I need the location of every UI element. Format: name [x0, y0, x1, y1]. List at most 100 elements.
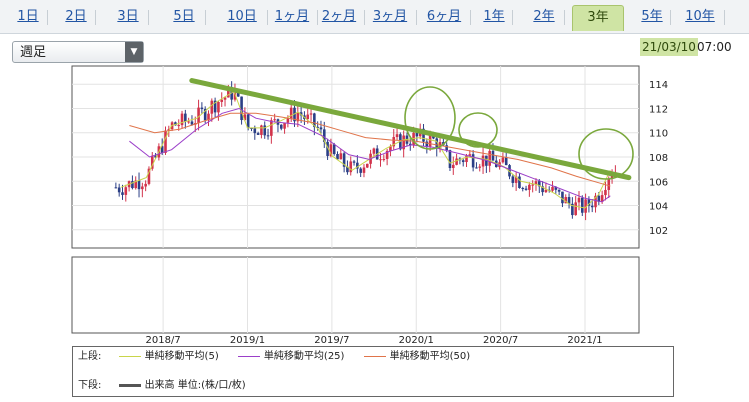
candle-body — [537, 181, 541, 187]
ma5-line — [120, 90, 611, 209]
candle-body — [544, 189, 548, 193]
candle-body — [279, 124, 283, 129]
candle-body — [349, 161, 353, 173]
candle-body — [600, 195, 604, 202]
candle-body — [256, 133, 260, 135]
tab-8[interactable]: 3ヶ月 — [363, 5, 417, 30]
candle-body — [306, 114, 310, 120]
volume-plot-frame — [71, 256, 640, 334]
tab-3[interactable]: 3日 — [107, 5, 149, 30]
legend-ma50-label: 単純移動平均(50) — [389, 351, 471, 362]
tab-2[interactable]: 2日 — [56, 5, 96, 30]
x-tick-label: 2018/7 — [146, 335, 181, 346]
tab-13[interactable]: 5年 — [633, 5, 671, 30]
legend-upper-label: 上段: — [78, 351, 102, 362]
candle-body — [389, 146, 392, 151]
candle-body — [610, 175, 614, 179]
tab-14[interactable]: 10年 — [675, 5, 725, 30]
tab-11[interactable]: 2年 — [523, 5, 565, 30]
candle-body — [528, 184, 531, 190]
candle-body — [372, 148, 376, 154]
tab-10[interactable]: 1年 — [475, 5, 513, 30]
candle-body — [590, 205, 594, 208]
legend-upper-row: 上段: 単純移動平均(5) 単純移動平均(25) 単純移動平均(50) — [78, 350, 470, 364]
candle-body — [243, 114, 247, 121]
candle-body — [250, 127, 253, 129]
candle-body — [246, 114, 250, 128]
candle-body — [160, 146, 164, 153]
y-tick-label: 108 — [649, 153, 668, 164]
candle-body — [227, 87, 230, 98]
candle-body — [567, 197, 571, 204]
tab-12[interactable]: 3年 — [572, 5, 624, 31]
candle-body — [451, 164, 455, 169]
candle-body — [402, 135, 405, 150]
candle-body — [187, 121, 190, 123]
candle-body — [435, 138, 439, 149]
candle-body — [514, 176, 518, 183]
tab-7[interactable]: 2ヶ月 — [313, 5, 365, 30]
period-tab-bar: 1日 2日 3日 5日 10日 1ヶ月 2ヶ月 3ヶ月 6ヶ月 1年 2年 3年 5年 10年 — [0, 0, 749, 34]
candle-body — [339, 153, 343, 160]
legend-ma25-label: 単純移動平均(25) — [263, 351, 345, 362]
candle-body — [415, 132, 419, 137]
candle-body — [203, 109, 207, 121]
tab-4[interactable]: 5日 — [162, 5, 206, 30]
candle-body — [571, 203, 574, 216]
chart-legend: 上段: 単純移動平均(5) 単純移動平均(25) 単純移動平均(50) 下段: … — [72, 346, 674, 397]
x-tick-label: 2020/1 — [399, 335, 434, 346]
x-tick-label: 2019/1 — [230, 335, 265, 346]
y-tick-label: 114 — [649, 80, 668, 91]
candle-body — [587, 199, 591, 206]
candle-body — [286, 118, 290, 123]
period-select-value: 週足 — [20, 45, 47, 60]
y-tick-label: 104 — [649, 202, 668, 213]
candle-body — [217, 101, 220, 113]
tab-5[interactable]: 10日 — [216, 5, 268, 30]
candle-body — [408, 143, 412, 146]
candle-body — [124, 187, 128, 195]
candle-body — [240, 96, 243, 121]
candle-body — [577, 197, 581, 203]
legend-ma25-swatch — [237, 355, 260, 357]
candle-body — [524, 188, 528, 190]
latest-time: 07:00 — [697, 40, 732, 54]
candle-body — [594, 195, 597, 208]
tab-1[interactable]: 1日 — [8, 5, 48, 30]
candle-body — [289, 107, 293, 119]
candle-body — [220, 99, 224, 102]
candle-body — [134, 180, 138, 189]
candle-body — [607, 178, 611, 190]
candle-body — [471, 154, 475, 168]
candle-body — [137, 180, 141, 190]
candle-body — [504, 157, 508, 166]
candle-body — [395, 134, 399, 138]
candle-body — [114, 187, 118, 189]
candle-body — [580, 197, 584, 213]
candle-body — [197, 107, 200, 124]
y-tick-label: 110 — [649, 129, 668, 140]
candle-body — [428, 135, 432, 147]
candle-body — [557, 189, 561, 192]
candle-body — [461, 160, 465, 163]
candle-body — [283, 122, 286, 129]
candle-body — [319, 127, 323, 130]
candle-body — [273, 119, 276, 121]
legend-ma5-swatch — [118, 355, 141, 357]
candle-body — [531, 184, 534, 186]
candle-body — [448, 150, 452, 169]
candle-body — [263, 125, 267, 136]
legend-lower-label: 下段: — [78, 380, 102, 391]
chevron-down-icon[interactable]: ▼ — [125, 42, 143, 62]
candle-body — [382, 158, 386, 160]
legend-volume-swatch — [118, 383, 141, 387]
tab-9[interactable]: 6ヶ月 — [417, 5, 471, 30]
tab-6[interactable]: 1ヶ月 — [266, 5, 318, 30]
candle-body — [518, 176, 521, 189]
candle-body — [362, 167, 366, 173]
candle-body — [597, 195, 601, 202]
period-select[interactable]: 週足 ▼ — [12, 41, 144, 63]
candle-body — [141, 186, 144, 190]
candle-body — [501, 157, 505, 163]
candle-body — [422, 128, 425, 142]
